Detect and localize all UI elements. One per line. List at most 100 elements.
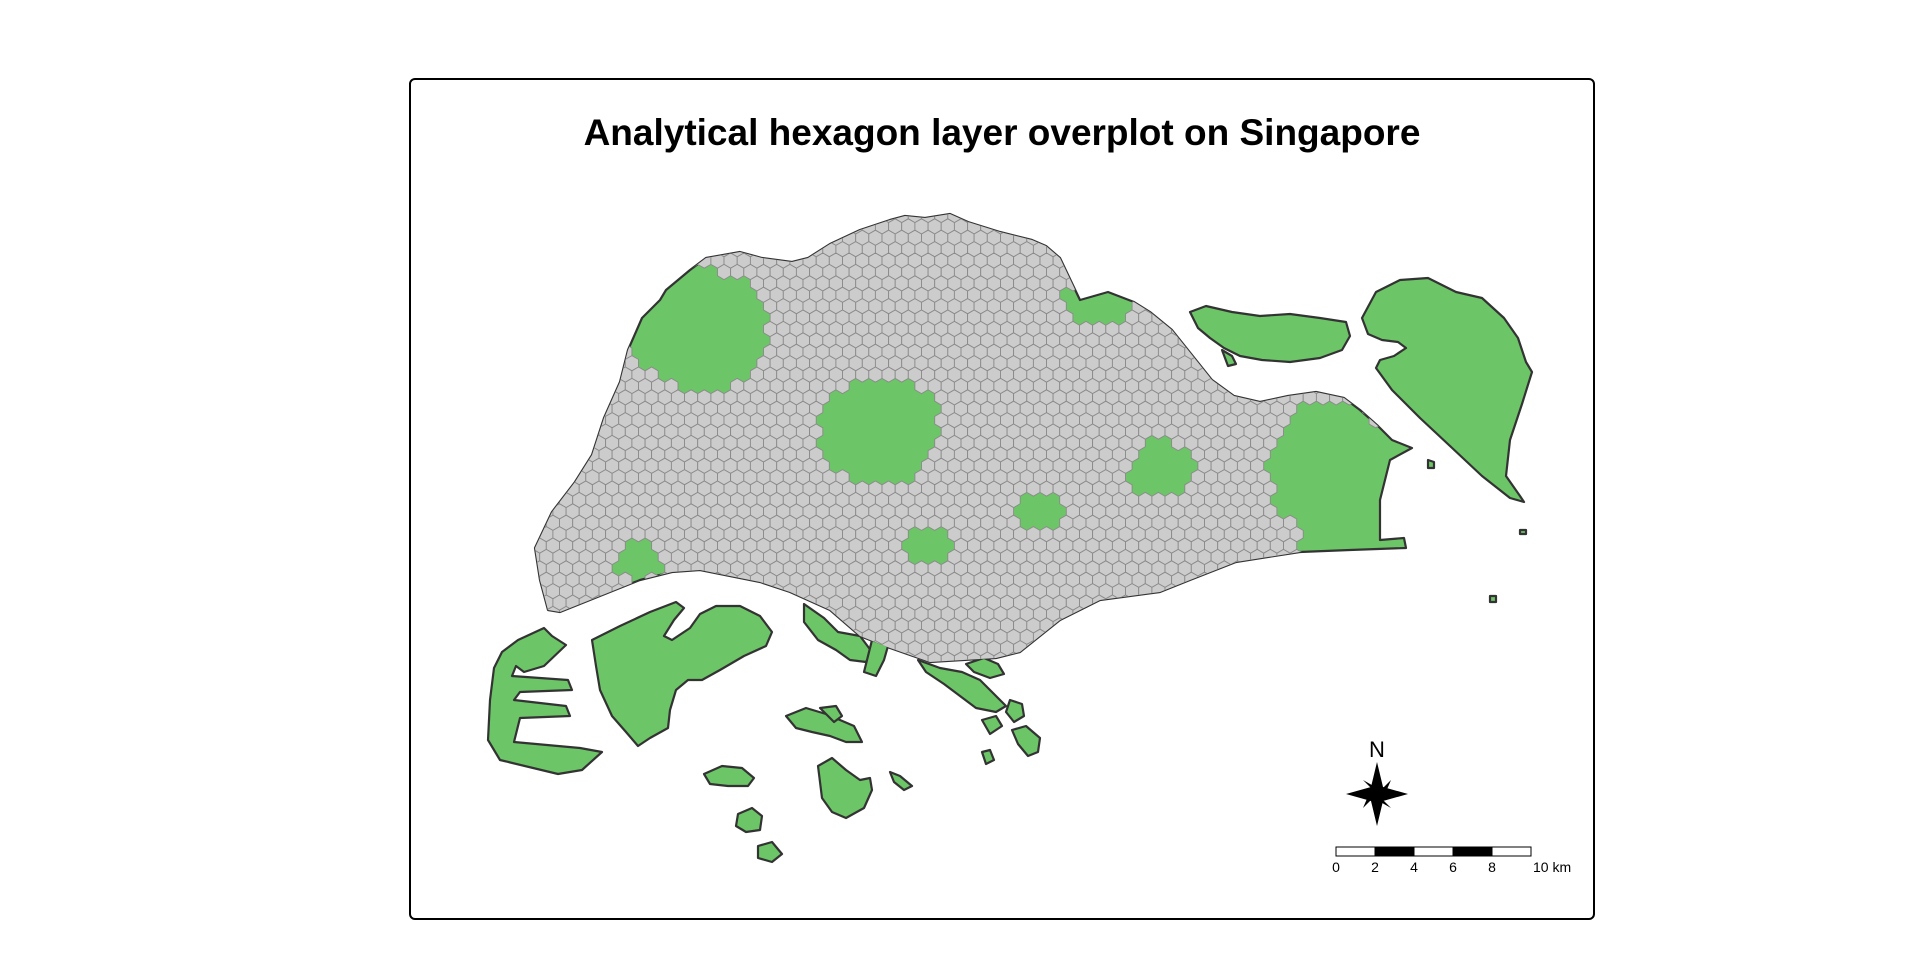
north-arrow-label: N bbox=[1369, 737, 1385, 762]
hexagon-cell bbox=[1098, 605, 1113, 623]
hexagon-cell bbox=[578, 412, 593, 429]
hexagon-cell bbox=[535, 400, 547, 417]
hexagon-cell bbox=[1079, 640, 1094, 657]
scale-bar-label: 0 bbox=[1332, 859, 1340, 875]
hexagon-cell bbox=[677, 241, 692, 258]
hexagon-cell bbox=[644, 594, 659, 611]
hexagon-cell bbox=[638, 241, 653, 258]
hexagon-cell bbox=[1362, 263, 1377, 281]
hexagon-cell bbox=[855, 214, 870, 224]
hexagon-cell bbox=[591, 389, 607, 406]
hexagon-cell bbox=[1381, 214, 1396, 224]
hexagon-cell bbox=[1375, 400, 1390, 417]
hexagon-cell bbox=[1085, 605, 1100, 623]
hexagon-cell bbox=[1422, 207, 1435, 222]
hexagon-cell bbox=[565, 457, 580, 474]
hexagon-cell bbox=[776, 617, 791, 634]
hexagon-cell bbox=[1335, 286, 1350, 303]
hexagon-cell bbox=[559, 309, 574, 326]
hexagon-cell bbox=[1250, 548, 1265, 566]
hexagon-cell bbox=[1098, 218, 1113, 235]
hexagon-cell bbox=[1171, 229, 1186, 246]
hexagon-cell bbox=[1243, 377, 1258, 395]
hexagon-cell bbox=[513, 458, 526, 473]
hexagon-cell bbox=[1085, 241, 1100, 258]
hexagon-cell bbox=[1362, 377, 1377, 395]
hexagon-cell bbox=[1144, 252, 1159, 269]
hexagon-cell bbox=[520, 561, 533, 576]
hexagon-cell bbox=[520, 470, 533, 485]
sentosa-polygon bbox=[916, 658, 1008, 714]
hexagon-cell bbox=[535, 252, 541, 269]
hexagon-cell bbox=[585, 241, 600, 258]
hexagon-cell bbox=[1111, 628, 1126, 645]
hexagon-cell bbox=[1092, 640, 1107, 657]
hexagon-cell bbox=[1072, 241, 1087, 258]
hexagon-cell bbox=[1171, 214, 1186, 224]
island-semakau-large bbox=[816, 756, 874, 820]
hexagon-cell bbox=[572, 355, 587, 372]
hexagon-cell bbox=[565, 366, 580, 383]
hexagon-cell bbox=[1269, 263, 1284, 281]
hexagon-cell bbox=[1296, 263, 1311, 281]
hexagon-cell bbox=[618, 214, 633, 224]
hexagon-cell bbox=[552, 434, 567, 452]
hexagon-cell bbox=[769, 583, 784, 600]
hexagon-cell bbox=[1315, 275, 1331, 292]
hexagon-cell bbox=[1125, 628, 1140, 645]
hexagon-cell bbox=[1315, 214, 1331, 224]
hexagon-cell bbox=[624, 263, 639, 281]
hexagon-cell bbox=[535, 389, 541, 406]
hexagon-cell bbox=[1348, 286, 1363, 303]
hexagon-cell bbox=[1144, 275, 1159, 292]
hexagon-cell bbox=[1236, 252, 1252, 269]
scale-bar-segment bbox=[1374, 846, 1415, 857]
hexagon-cell bbox=[1184, 229, 1199, 246]
hexagon-cell bbox=[855, 366, 870, 383]
hexagon-cell bbox=[795, 628, 811, 645]
hexagon-cell bbox=[763, 229, 778, 246]
hexagon-cell bbox=[927, 651, 942, 662]
hexagon-cell bbox=[1052, 617, 1067, 634]
hexagon-cell bbox=[1026, 214, 1041, 224]
hexagon-cell bbox=[1204, 286, 1219, 303]
hexagon-cell bbox=[1151, 651, 1166, 662]
hexagon-cell bbox=[591, 252, 607, 269]
hexagon-cell bbox=[611, 605, 626, 623]
hexagon-cell bbox=[1394, 252, 1409, 269]
hexagon-cell bbox=[618, 594, 633, 611]
hexagon-cell bbox=[756, 651, 771, 662]
hexagon-cell bbox=[520, 492, 533, 507]
hexagon-cell bbox=[644, 252, 659, 269]
hexagon-cell bbox=[624, 218, 639, 235]
hexagon-cell bbox=[1177, 605, 1192, 623]
hexagon-cell bbox=[1065, 252, 1080, 269]
hexagon-cell bbox=[1236, 594, 1252, 611]
hexagon-cell bbox=[1118, 617, 1133, 634]
hexagon-cell bbox=[802, 229, 817, 246]
hexagon-cell bbox=[1250, 214, 1265, 224]
hexagon-cell bbox=[545, 469, 560, 486]
hexagon-cell bbox=[591, 320, 607, 338]
hexagon-cell bbox=[1157, 214, 1173, 224]
hexagon-cell bbox=[1342, 214, 1357, 224]
hexagon-cell bbox=[565, 617, 580, 634]
hexagon-cell bbox=[690, 560, 705, 577]
hexagon-cell bbox=[1342, 252, 1357, 269]
hexagon-cell bbox=[651, 583, 666, 600]
hexagon-cell bbox=[1223, 640, 1238, 657]
hexagon-cell bbox=[1118, 214, 1133, 224]
hexagon-cell bbox=[624, 286, 639, 303]
hexagon-cell bbox=[723, 571, 738, 588]
hexagon-cell bbox=[1223, 229, 1238, 246]
hexagon-cell bbox=[1348, 263, 1363, 281]
hexagon-cell bbox=[1197, 214, 1212, 224]
hexagon-cell bbox=[535, 446, 547, 463]
jurong-island-polygon bbox=[590, 600, 774, 748]
hexagon-cell bbox=[1355, 275, 1370, 292]
hexagon-cell bbox=[552, 214, 567, 224]
hexagon-cell bbox=[1059, 218, 1074, 235]
hexagon-cell bbox=[1184, 275, 1199, 292]
hexagon-cell bbox=[1375, 218, 1390, 235]
hexagon-cell bbox=[1072, 218, 1087, 235]
